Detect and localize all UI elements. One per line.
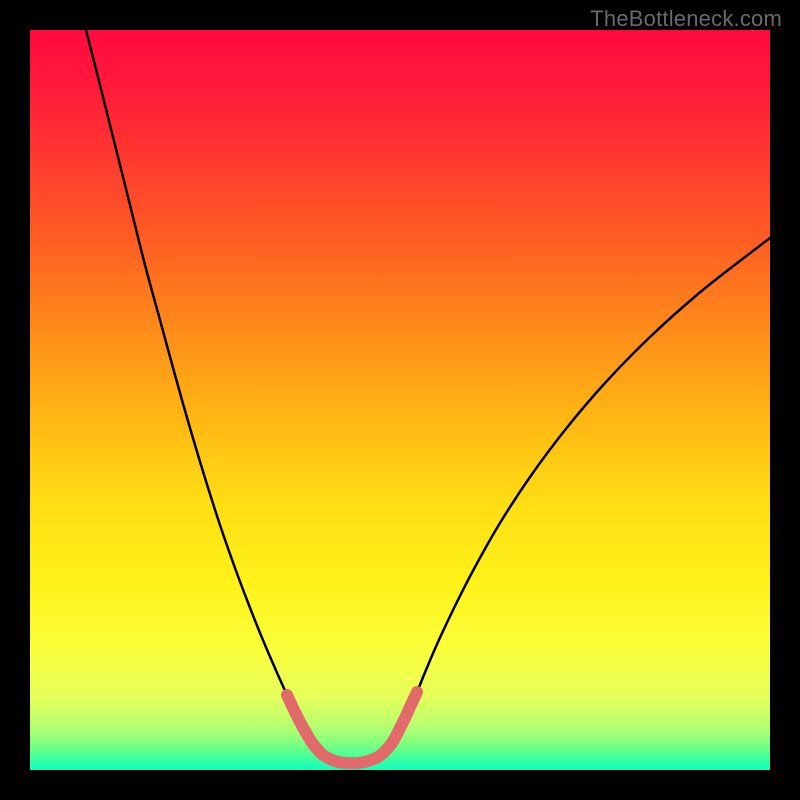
gradient-background — [30, 30, 770, 770]
bottleneck-chart: TheBottleneck.com — [0, 0, 800, 800]
plot-area — [30, 30, 770, 770]
watermark-label: TheBottleneck.com — [590, 6, 782, 32]
chart-svg — [30, 30, 770, 770]
